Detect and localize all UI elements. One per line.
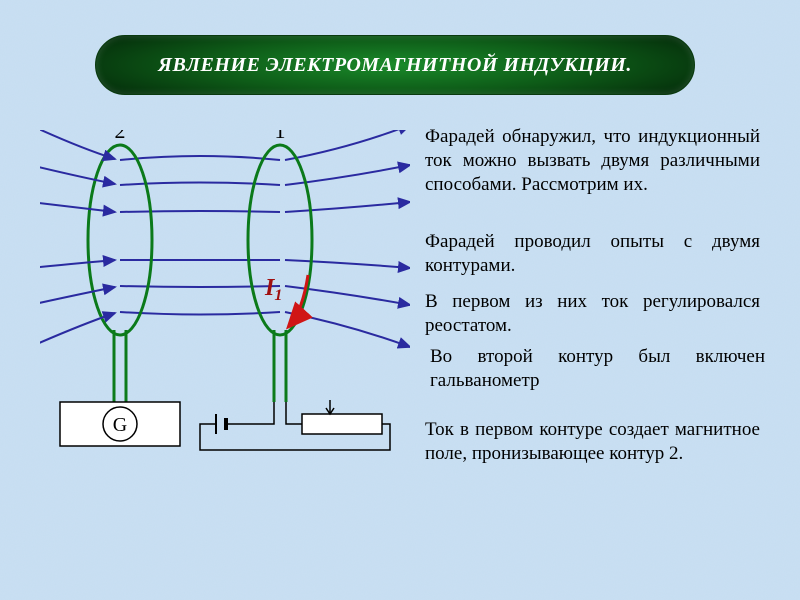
galvanometer-circuit: G <box>60 402 180 446</box>
title-banner: ЯВЛЕНИЕ ЭЛЕКТРОМАГНИТНОЙ ИНДУКЦИИ. <box>95 35 695 95</box>
coil-diagram: 2 1 I1 G <box>40 130 410 470</box>
galvanometer-label: G <box>113 414 127 436</box>
paragraph-2: Фарадей проводил опыты с двумя контурами… <box>425 230 760 278</box>
current-label: I1 <box>264 275 282 304</box>
paragraph-1: Фарадей обнаружил, что индукционный ток … <box>425 125 760 196</box>
paragraph-5: Ток в первом контуре создает магнитное п… <box>425 418 760 466</box>
source-rheostat-circuit <box>200 400 390 450</box>
paragraph-3: В первом из них ток регулировался реоста… <box>425 290 760 338</box>
title-text: ЯВЛЕНИЕ ЭЛЕКТРОМАГНИТНОЙ ИНДУКЦИИ. <box>158 54 632 77</box>
coil2-label: 2 <box>115 130 126 143</box>
paragraph-4: Во второй контур был включен гальваномет… <box>430 345 765 393</box>
coil1-label: 1 <box>275 130 286 143</box>
